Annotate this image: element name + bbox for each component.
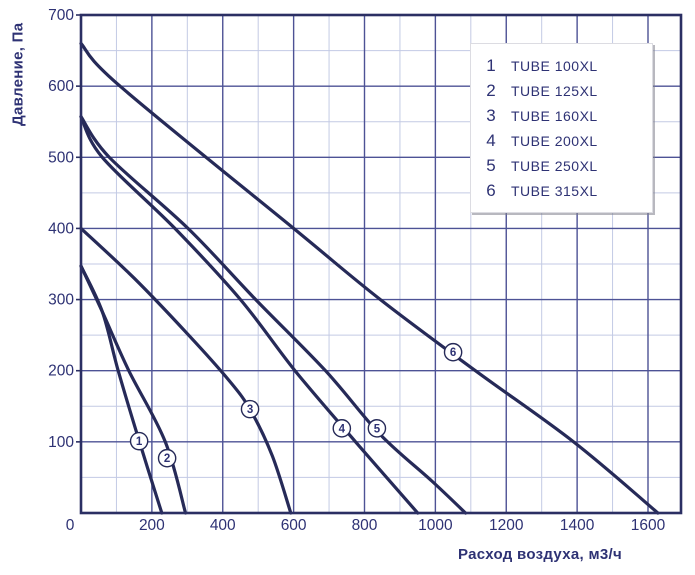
y-axis-title: Давление, Па bbox=[9, 22, 27, 126]
legend-item-3: 3 TUBE 160XL bbox=[471, 107, 652, 124]
x-tick-label: 0 bbox=[66, 517, 75, 534]
legend-item-6: 6 TUBE 315XL bbox=[471, 182, 652, 199]
legend-key-2: 2 bbox=[486, 81, 496, 100]
legend-key-6: 6 bbox=[486, 181, 496, 200]
curve-marker-label-5: 5 bbox=[374, 423, 381, 435]
legend-label-4: TUBE 200XL bbox=[511, 133, 598, 149]
legend-label-6: TUBE 315XL bbox=[511, 183, 598, 199]
curve-1 bbox=[79, 264, 164, 515]
legend-item-4: 4 TUBE 200XL bbox=[471, 132, 652, 149]
curve-marker-6 bbox=[443, 342, 463, 362]
y-tick-label: 100 bbox=[48, 434, 74, 451]
curve-marker-label-3: 3 bbox=[247, 404, 253, 416]
y-tick-label: 600 bbox=[48, 78, 74, 95]
legend-key-1: 1 bbox=[486, 56, 496, 75]
legend-item-5: 5 TUBE 250XL bbox=[471, 157, 652, 174]
y-tick-label: 300 bbox=[48, 292, 74, 309]
y-tick-label: 500 bbox=[48, 149, 74, 166]
legend: 1 TUBE 100XL 2 TUBE 125XL 3 TUBE 160XL 4… bbox=[470, 43, 653, 213]
curve-5 bbox=[79, 115, 468, 515]
curve-marker-label-6: 6 bbox=[450, 347, 456, 359]
x-tick-label: 400 bbox=[210, 517, 236, 534]
curve-marker-5 bbox=[367, 419, 387, 438]
curve-marker-label-4: 4 bbox=[339, 423, 346, 435]
x-tick-label: 1000 bbox=[418, 517, 453, 534]
curve-6 bbox=[79, 41, 660, 515]
curve-marker-2 bbox=[157, 448, 177, 468]
legend-key-5: 5 bbox=[486, 156, 496, 175]
legend-item-1: 1 TUBE 100XL bbox=[471, 57, 652, 74]
legend-label-3: TUBE 160XL bbox=[511, 108, 598, 124]
curve-4 bbox=[79, 115, 420, 515]
curve-marker-label-2: 2 bbox=[164, 453, 170, 465]
y-tick-label: 400 bbox=[48, 220, 74, 237]
x-axis-title: Расход воздуха, м3/ч bbox=[458, 546, 622, 563]
legend-key-3: 3 bbox=[486, 106, 496, 125]
y-tick-label: 200 bbox=[48, 363, 74, 380]
curve-3 bbox=[79, 226, 293, 515]
x-tick-label: 200 bbox=[139, 517, 165, 534]
legend-label-5: TUBE 250XL bbox=[511, 158, 598, 174]
curve-marker-1 bbox=[129, 431, 149, 451]
y-tick-label: 700 bbox=[48, 7, 74, 24]
x-tick-label: 1200 bbox=[489, 517, 524, 534]
legend-item-2: 2 TUBE 125XL bbox=[471, 82, 652, 99]
curve-marker-3 bbox=[240, 399, 260, 419]
x-tick-label: 600 bbox=[281, 517, 307, 534]
legend-label-2: TUBE 125XL bbox=[511, 83, 598, 99]
x-tick-label: 1600 bbox=[631, 517, 666, 534]
curve-marker-4 bbox=[332, 419, 352, 438]
curve-2 bbox=[79, 264, 188, 515]
legend-label-1: TUBE 100XL bbox=[511, 58, 598, 74]
x-tick-label: 1400 bbox=[560, 517, 595, 534]
x-tick-label: 800 bbox=[352, 517, 378, 534]
curve-marker-label-1: 1 bbox=[136, 436, 143, 448]
legend-key-4: 4 bbox=[486, 131, 496, 150]
plot-border bbox=[79, 13, 683, 515]
